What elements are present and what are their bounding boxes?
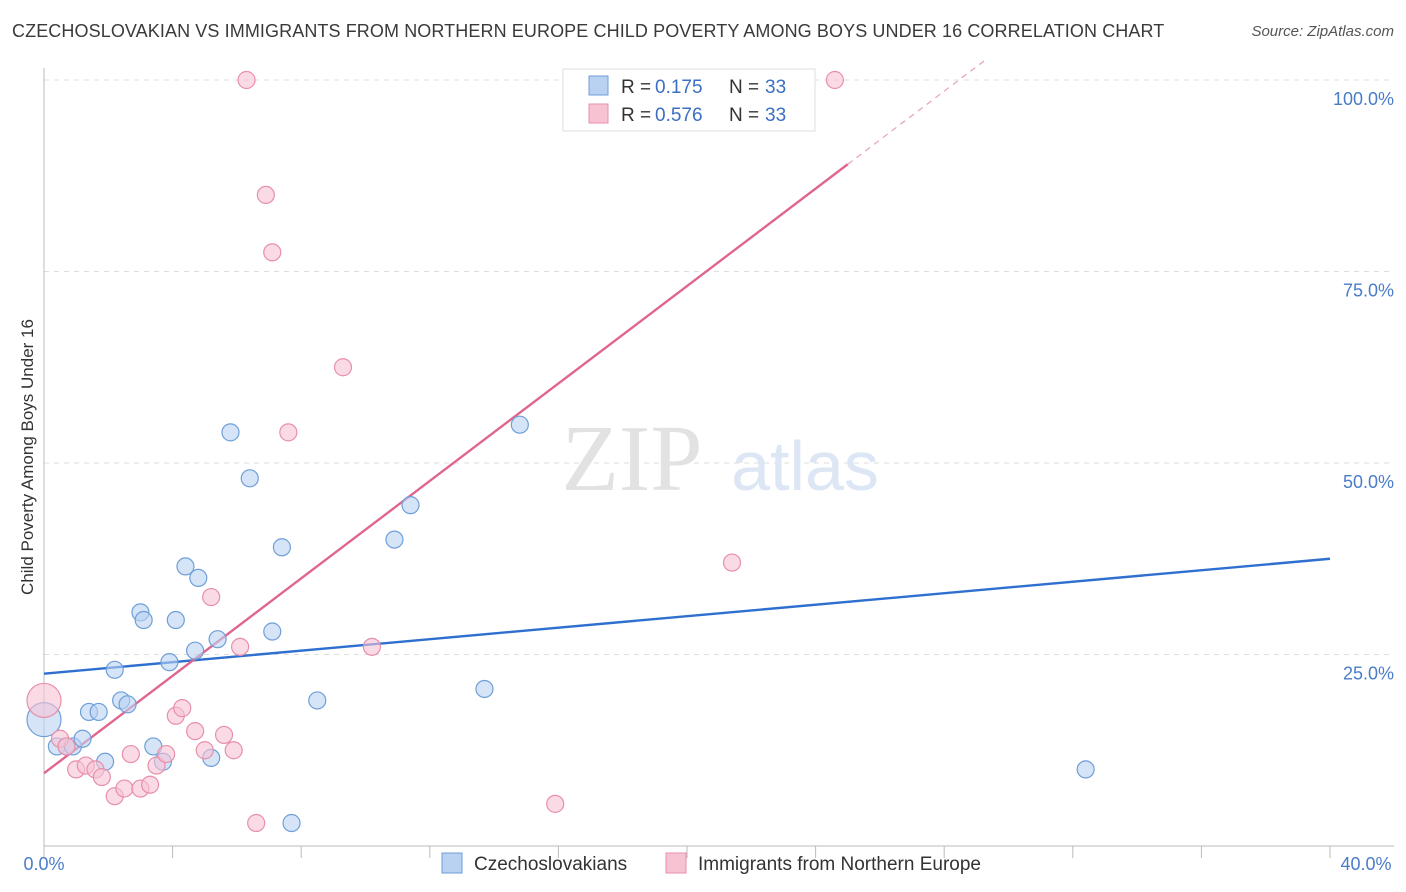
point-series1-6 (89, 702, 108, 722)
point-series2-23 (247, 813, 266, 833)
watermark-atlas: atlas (731, 427, 879, 505)
point-series1-21 (208, 630, 227, 649)
point-series1-8 (105, 660, 124, 679)
point-series2-16 (186, 721, 205, 741)
point-series2-27 (333, 358, 353, 377)
point-series2-26 (279, 423, 298, 442)
point-series1-27 (308, 691, 327, 710)
legend-r-value-1: 0.175 (655, 77, 703, 98)
watermark: ZIP atlas (562, 407, 879, 511)
chart-title: CZECHOSLOVAKIAN VS IMMIGRANTS FROM NORTH… (12, 21, 1165, 41)
legend-r-value-2: 0.576 (655, 105, 703, 126)
point-series2-29 (546, 794, 565, 813)
legend-n-label-2: N = (729, 105, 759, 126)
point-series1-16 (166, 610, 185, 630)
point-series2-20 (224, 741, 243, 760)
y-tick-label-0: 25.0% (1343, 664, 1394, 684)
series-legend-swatch-blue (441, 852, 463, 874)
point-series1-22 (221, 423, 240, 442)
point-series1-10 (118, 695, 137, 714)
point-series2-31 (722, 553, 742, 572)
point-series2-21 (231, 637, 250, 656)
legend-swatch-blue (588, 75, 609, 96)
point-series1-17 (176, 557, 195, 576)
y-axis-label: Child Poverty Among Boys Under 16 (18, 319, 37, 595)
trend-line-series1 (43, 557, 1331, 675)
point-series1-24 (263, 622, 282, 641)
stats-legend: R = 0.175 N = 33 R = 0.576 N = 33 (562, 68, 816, 132)
point-series2-2 (57, 737, 76, 756)
point-series2-6 (92, 767, 111, 787)
point-series1-12 (134, 610, 153, 630)
trend-lines (43, 57, 1331, 775)
point-series2-22 (237, 70, 256, 90)
point-series2-28 (362, 637, 382, 656)
y-tick-labels: 25.0% 50.0% 75.0% 100.0% (1333, 89, 1394, 684)
point-series1-30 (475, 679, 494, 699)
point-series2-19 (214, 725, 234, 745)
x-tick-label-max: 40.0% (1340, 854, 1391, 874)
point-series2-0 (26, 682, 62, 719)
source-credit: Source: ZipAtlas.com (1251, 23, 1394, 40)
point-series2-24 (256, 185, 275, 204)
series-legend-swatch-pink (665, 852, 687, 874)
scatter-points (26, 70, 1095, 833)
point-series1-29 (401, 496, 420, 515)
point-series2-32 (825, 70, 844, 90)
point-series1-23 (240, 469, 259, 488)
y-tick-label-3: 100.0% (1333, 89, 1394, 109)
legend-n-value-1: 33 (765, 77, 786, 98)
point-series2-13 (157, 744, 176, 764)
point-series1-31 (510, 415, 529, 434)
legend-r-label-1: R = (621, 77, 651, 98)
point-series2-25 (263, 243, 282, 262)
y-tick-label-2: 75.0% (1343, 281, 1394, 301)
legend-n-label-1: N = (729, 77, 759, 98)
point-series1-19 (189, 568, 208, 588)
point-series1-18 (186, 641, 205, 660)
point-series2-9 (121, 744, 140, 764)
x-tick-label-min: 0.0% (23, 854, 64, 874)
gridlines (44, 79, 1394, 655)
point-series2-11 (140, 775, 160, 794)
trend-extension-series2 (847, 57, 989, 165)
point-series1-15 (160, 653, 179, 672)
series-legend: Czechoslovakians Immigrants from Norther… (441, 852, 981, 875)
point-series1-26 (282, 813, 301, 833)
point-series1-32 (1076, 760, 1095, 779)
legend-n-value-2: 33 (765, 105, 786, 126)
series-legend-label-1: Czechoslovakians (474, 854, 627, 875)
series-legend-label-2: Immigrants from Northern Europe (698, 854, 981, 875)
y-tick-label-1: 50.0% (1343, 472, 1394, 492)
point-series2-18 (202, 587, 221, 607)
point-series2-8 (115, 779, 134, 798)
watermark-zip: ZIP (562, 407, 703, 511)
legend-r-label-2: R = (621, 105, 651, 126)
point-series1-25 (272, 538, 292, 557)
point-series2-17 (195, 741, 214, 760)
point-series1-28 (385, 530, 404, 549)
point-series2-15 (173, 699, 192, 718)
trend-line-series2 (43, 163, 849, 775)
legend-swatch-pink (588, 103, 609, 124)
point-series1-4 (73, 729, 92, 748)
